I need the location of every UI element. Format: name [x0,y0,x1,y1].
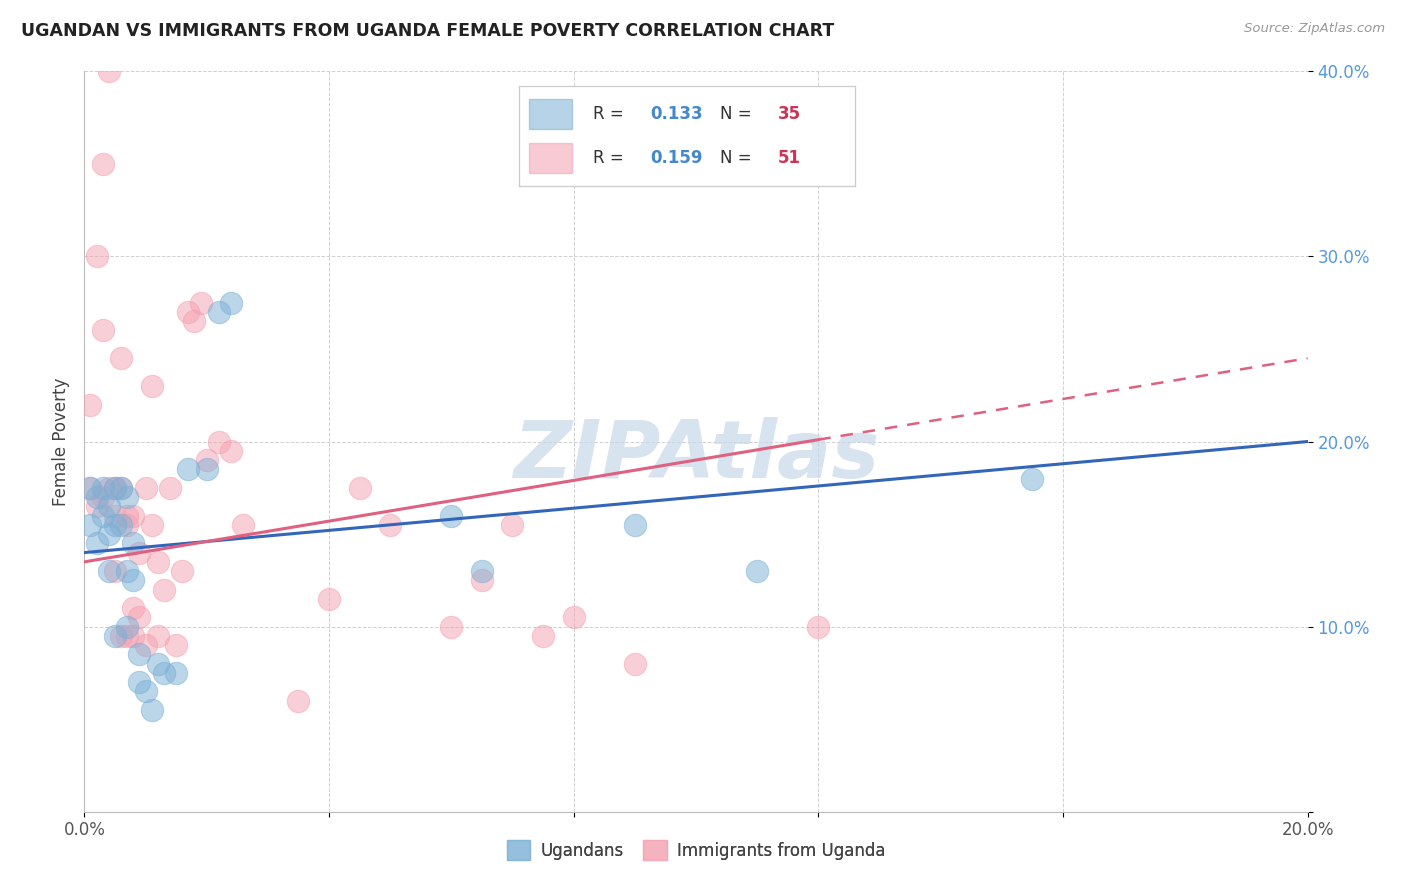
Point [115,490,138,504]
Point [79,481,101,495]
Point [380,517,402,532]
Point [471,564,494,578]
Y-axis label: Female Poverty: Female Poverty [52,377,70,506]
Point [115,517,138,532]
Point [91,508,114,523]
Point [141,379,163,393]
Point [122,574,145,588]
Point [219,295,242,310]
Point [110,481,132,495]
Point [153,582,176,597]
Point [91,490,114,504]
Point [91,324,114,338]
Point [135,684,157,698]
Point [183,314,205,328]
Point [190,295,212,310]
Point [115,508,138,523]
Point [562,610,585,624]
Point [110,629,132,643]
Point [172,564,194,578]
Point [146,629,169,643]
Point [471,574,494,588]
Point [165,638,187,652]
Point [502,517,524,532]
Point [110,517,132,532]
Point [104,508,127,523]
Point [97,564,120,578]
Point [128,648,150,662]
Text: Source: ZipAtlas.com: Source: ZipAtlas.com [1244,22,1385,36]
Point [165,665,187,680]
Point [122,508,145,523]
Point [122,601,145,615]
Point [115,619,138,633]
Point [177,462,200,476]
Point [91,157,114,171]
Point [232,517,254,532]
Point [97,500,120,514]
Point [104,564,127,578]
Point [122,536,145,550]
Point [135,638,157,652]
Point [153,665,176,680]
Point [146,555,169,569]
Point [104,481,127,495]
Point [624,517,647,532]
Point [141,703,163,717]
Point [79,517,101,532]
Point [141,517,163,532]
Point [146,657,169,671]
Point [195,453,218,467]
Point [1021,472,1043,486]
Point [128,610,150,624]
Point [97,527,120,541]
Point [159,481,181,495]
Point [440,619,463,633]
Point [86,500,108,514]
Point [135,481,157,495]
Point [122,629,145,643]
Point [79,481,101,495]
Point [86,536,108,550]
Point [349,481,371,495]
Point [79,398,101,412]
Point [128,545,150,560]
Point [208,305,231,319]
Legend: Ugandans, Immigrants from Uganda: Ugandans, Immigrants from Uganda [501,834,891,866]
Point [807,619,830,633]
Point [97,64,120,78]
Point [128,675,150,690]
Point [440,508,463,523]
Point [91,481,114,495]
Point [115,564,138,578]
Point [177,305,200,319]
Point [86,250,108,264]
Point [747,564,769,578]
Point [531,629,554,643]
Point [86,490,108,504]
Point [195,462,218,476]
Text: UGANDAN VS IMMIGRANTS FROM UGANDA FEMALE POVERTY CORRELATION CHART: UGANDAN VS IMMIGRANTS FROM UGANDA FEMALE… [21,22,834,40]
Point [110,481,132,495]
Point [115,629,138,643]
Point [104,629,127,643]
Point [97,481,120,495]
Point [318,591,340,606]
Point [624,657,647,671]
Point [219,443,242,458]
Text: ZIPAtlas: ZIPAtlas [513,417,879,495]
Point [110,351,132,366]
Point [104,481,127,495]
Point [104,517,127,532]
Point [208,434,231,449]
Point [287,694,309,708]
